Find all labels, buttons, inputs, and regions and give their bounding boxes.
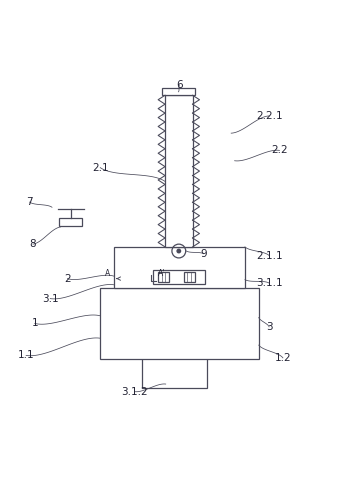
Text: 1.1: 1.1 xyxy=(18,350,34,360)
Text: 7: 7 xyxy=(26,197,33,207)
Text: 3.1.1: 3.1.1 xyxy=(256,278,283,288)
Text: 3: 3 xyxy=(266,322,272,332)
Bar xyxy=(158,272,169,282)
Text: 2: 2 xyxy=(64,274,71,284)
Text: 9: 9 xyxy=(200,249,207,259)
Text: A: A xyxy=(105,269,111,277)
Text: 6: 6 xyxy=(176,80,183,90)
Bar xyxy=(165,95,192,247)
Bar xyxy=(100,288,259,359)
Text: 2.2.1: 2.2.1 xyxy=(256,111,283,121)
Text: 2.1.1: 2.1.1 xyxy=(256,251,283,261)
Bar xyxy=(114,247,245,288)
Bar xyxy=(184,272,195,282)
Text: 3.1: 3.1 xyxy=(42,294,59,303)
Bar xyxy=(141,358,207,387)
Text: A': A' xyxy=(158,269,165,277)
Bar xyxy=(153,270,205,284)
Text: 3.1.2: 3.1.2 xyxy=(121,387,148,396)
Text: 2.2: 2.2 xyxy=(271,145,288,156)
Text: 8: 8 xyxy=(30,239,36,249)
Bar xyxy=(59,218,82,226)
Bar xyxy=(162,88,195,95)
Text: 1.2: 1.2 xyxy=(275,353,291,363)
Text: 1: 1 xyxy=(32,318,38,328)
Text: 2.1: 2.1 xyxy=(92,163,108,173)
Circle shape xyxy=(177,249,181,253)
